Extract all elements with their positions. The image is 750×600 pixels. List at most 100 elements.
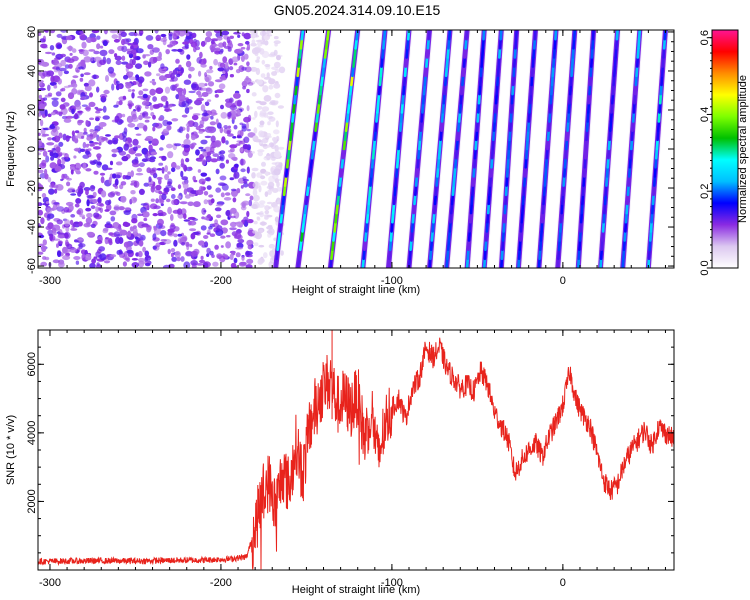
noise-blob bbox=[56, 33, 63, 38]
noise-blob bbox=[268, 78, 276, 85]
noise-blob bbox=[196, 90, 202, 96]
noise-blob bbox=[106, 221, 111, 225]
noise-blob bbox=[68, 45, 73, 52]
stripe-segment bbox=[477, 92, 481, 105]
stripe-segment bbox=[505, 166, 510, 178]
noise-blob bbox=[241, 66, 247, 71]
noise-blob bbox=[55, 111, 63, 115]
stripe-segment bbox=[316, 101, 321, 114]
stripe-segment bbox=[412, 202, 416, 215]
snr-plot-area bbox=[38, 330, 674, 570]
stripe-17 bbox=[619, 30, 644, 268]
noise-blob bbox=[260, 168, 267, 174]
stripe-segment bbox=[556, 257, 560, 268]
noise-blob bbox=[246, 166, 250, 174]
noise-blob bbox=[156, 73, 161, 77]
noise-blob bbox=[175, 94, 180, 100]
noise-blob bbox=[170, 252, 174, 258]
stripe-segment bbox=[471, 175, 476, 187]
stripe-segment bbox=[321, 65, 326, 78]
stripe-segment bbox=[543, 175, 547, 187]
stripe-segment bbox=[610, 101, 614, 114]
noise-blob bbox=[161, 166, 165, 174]
noise-blob bbox=[44, 109, 48, 117]
noise-blob bbox=[230, 188, 237, 192]
stripe-segment bbox=[493, 111, 497, 123]
stripe-segment bbox=[401, 92, 405, 105]
noise-blob bbox=[149, 80, 156, 84]
noise-blob bbox=[83, 131, 88, 135]
spectrogram-ylabel: Frequency (Hz) bbox=[5, 111, 17, 187]
noise-blob bbox=[185, 123, 190, 127]
noise-blob bbox=[160, 63, 165, 70]
noise-blob bbox=[176, 257, 181, 262]
noise-blob bbox=[114, 174, 121, 179]
noise-blob bbox=[131, 218, 138, 224]
noise-blob bbox=[120, 31, 127, 37]
spectrogram-ytick-label: -60 bbox=[26, 258, 38, 274]
noise-blob bbox=[56, 44, 62, 49]
noise-blob bbox=[257, 39, 265, 42]
noise-blob bbox=[243, 53, 249, 60]
noise-blob bbox=[185, 97, 190, 102]
noise-blob bbox=[173, 239, 178, 247]
noise-blob bbox=[171, 167, 176, 173]
stripe-segment bbox=[526, 120, 531, 132]
noise-blob bbox=[42, 133, 50, 137]
noise-blob bbox=[46, 207, 52, 215]
noise-blob bbox=[105, 134, 111, 137]
noise-blob bbox=[51, 148, 56, 151]
stripe-segment bbox=[476, 111, 480, 123]
stripe-segment bbox=[447, 37, 451, 50]
noise-blob bbox=[237, 238, 245, 244]
stripe-segment bbox=[654, 147, 659, 160]
noise-blob bbox=[111, 148, 119, 153]
noise-blob bbox=[134, 63, 143, 69]
stripe-segment bbox=[558, 230, 562, 242]
stripe-segment bbox=[441, 101, 446, 114]
noise-blob bbox=[252, 194, 260, 202]
stripe-segment bbox=[569, 74, 573, 87]
noise-blob bbox=[61, 87, 66, 92]
noise-blob bbox=[233, 257, 238, 264]
stripe-segment bbox=[297, 248, 302, 261]
noise-blob bbox=[160, 230, 167, 237]
stripe-segment bbox=[581, 184, 585, 197]
noise-blob bbox=[236, 221, 244, 228]
spectrogram-ytick-label: 20 bbox=[26, 104, 38, 116]
noise-blob bbox=[77, 191, 82, 197]
noise-blob bbox=[79, 33, 86, 41]
noise-blob bbox=[130, 190, 136, 195]
stripe-segment bbox=[508, 129, 512, 142]
stripe-11 bbox=[497, 30, 521, 268]
noise-blob bbox=[171, 194, 176, 199]
stripe-segment bbox=[475, 120, 480, 132]
noise-blob bbox=[58, 151, 63, 157]
stripe-segment bbox=[522, 184, 526, 197]
noise-blob bbox=[58, 141, 64, 147]
noise-blob bbox=[226, 130, 231, 135]
noise-blob bbox=[81, 253, 86, 261]
noise-blob bbox=[200, 104, 206, 112]
noise-blob bbox=[185, 241, 190, 247]
noise-blob bbox=[233, 92, 241, 99]
noise-blob bbox=[206, 185, 212, 191]
noise-blob bbox=[60, 30, 68, 33]
noise-blob bbox=[130, 182, 135, 186]
stripe-segment bbox=[579, 211, 584, 224]
stripe-segment bbox=[625, 193, 630, 206]
stripe-segment bbox=[540, 220, 544, 233]
stripe-segment bbox=[610, 92, 615, 105]
noise-blob bbox=[127, 123, 136, 128]
stripe-segment bbox=[471, 184, 475, 197]
noise-blob bbox=[114, 115, 120, 123]
stripe-segment bbox=[373, 129, 378, 142]
noise-blob bbox=[177, 184, 182, 190]
noise-blob bbox=[214, 94, 219, 98]
noise-blob bbox=[200, 172, 208, 177]
noise-blob bbox=[185, 60, 192, 68]
noise-blob bbox=[159, 199, 164, 203]
noise-blob bbox=[74, 203, 80, 208]
stripe-segment bbox=[623, 220, 628, 233]
noise-blob bbox=[114, 55, 122, 61]
